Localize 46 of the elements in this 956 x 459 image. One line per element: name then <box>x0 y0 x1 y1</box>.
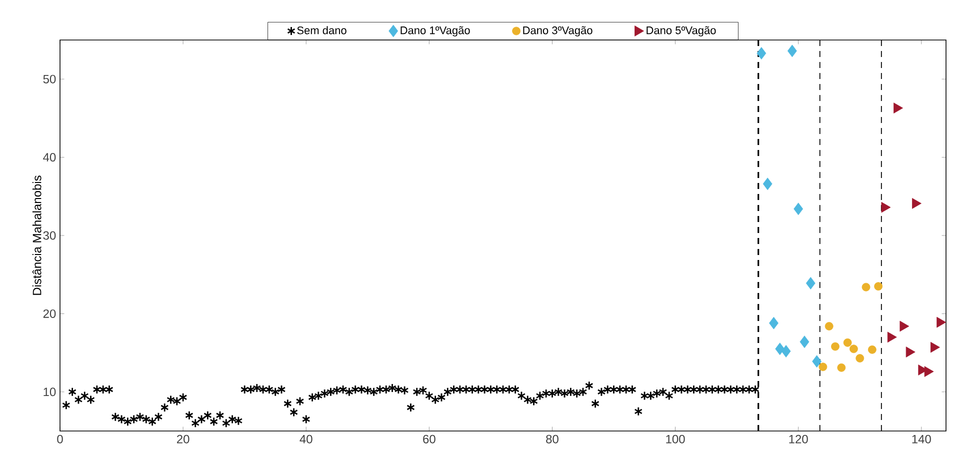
point <box>781 345 791 358</box>
point <box>850 344 858 354</box>
point <box>868 345 876 354</box>
x-tick-label: 20 <box>177 434 190 444</box>
x-tick-label: 40 <box>300 434 312 444</box>
legend-label: Dano 3ºVagão <box>523 26 592 36</box>
legend-label: Dano 1ºVagão <box>400 26 470 36</box>
point <box>806 276 816 290</box>
point <box>856 354 864 362</box>
point <box>800 336 810 348</box>
point <box>756 47 766 60</box>
point <box>906 346 916 358</box>
point <box>887 332 897 343</box>
point <box>862 282 870 292</box>
point <box>794 202 804 216</box>
x-tick-label: 80 <box>546 434 558 444</box>
y-tick-label: 30 <box>43 231 56 240</box>
x-tick-label: 0 <box>57 434 63 444</box>
point <box>824 322 834 330</box>
point <box>900 320 910 332</box>
point <box>912 198 922 209</box>
point <box>818 362 828 372</box>
x-tick-label: 100 <box>666 434 685 444</box>
point <box>762 178 772 190</box>
x-tick-label: 60 <box>423 434 436 444</box>
point <box>769 316 778 330</box>
y-tick-label: 10 <box>44 388 56 396</box>
point <box>894 102 903 114</box>
point <box>837 363 846 372</box>
y-tick-label: 50 <box>43 74 56 84</box>
legend-label: Sem dano <box>297 26 346 34</box>
x-tick-label: 120 <box>789 434 808 444</box>
point <box>812 355 822 368</box>
x-tick-label: 140 <box>912 434 931 444</box>
legend-label: Dano 5ºVagão <box>646 26 716 36</box>
point <box>874 282 883 291</box>
point <box>936 316 946 328</box>
point <box>881 202 891 213</box>
point <box>930 342 940 353</box>
point <box>843 338 852 347</box>
y-tick-label: 20 <box>43 309 56 318</box>
y-axis-title: Distância Mahalanobis <box>32 176 42 295</box>
point <box>924 366 934 377</box>
point <box>787 44 797 58</box>
point <box>831 342 840 351</box>
y-tick-label: 40 <box>43 153 56 162</box>
